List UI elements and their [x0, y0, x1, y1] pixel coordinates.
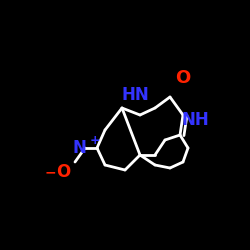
Text: HN: HN: [121, 86, 149, 104]
Text: −: −: [44, 165, 56, 179]
Text: O: O: [56, 163, 70, 181]
Text: N: N: [72, 139, 86, 157]
Text: +: +: [90, 134, 100, 146]
Text: NH: NH: [181, 111, 209, 129]
Text: O: O: [176, 69, 191, 87]
